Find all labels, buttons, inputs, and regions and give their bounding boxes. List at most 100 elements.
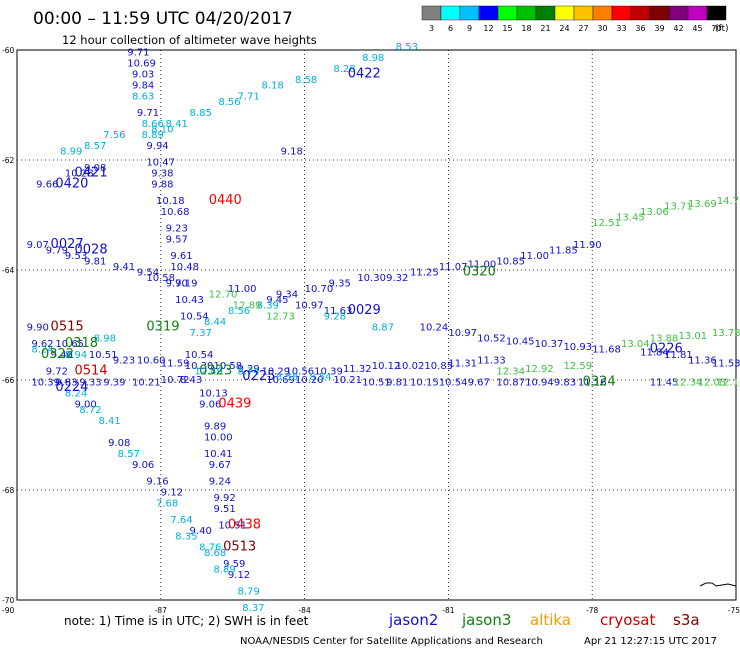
scale-label: 27 <box>578 24 588 33</box>
scale-label: 15 <box>502 24 512 33</box>
y-tick-label: -68 <box>2 486 14 495</box>
scale-swatch <box>592 5 613 21</box>
swh-value-jason2: 9.40 <box>51 350 73 361</box>
swh-value-jason2: 11.45 <box>650 378 679 389</box>
scale-swatch <box>535 5 556 21</box>
swh-value-jason2: 9.66 <box>36 180 58 191</box>
y-tick-label: -60 <box>2 46 14 55</box>
x-tick-label: -84 <box>298 606 310 615</box>
swh-value-jason2: 8.43 <box>180 375 202 386</box>
swh-value-jason2: 10.52 <box>477 334 506 345</box>
swh-value-jason3: 14.75 <box>717 196 740 207</box>
pass-label: 0324 <box>583 375 616 390</box>
swh-value-s3a: 8.68 <box>204 548 226 559</box>
y-tick-label: -70 <box>2 596 14 605</box>
swh-value-jason2: 10.68 <box>161 207 190 218</box>
swh-value-s3a: 12.49 <box>194 367 223 378</box>
swh-value-s3a: 8.54 <box>309 372 331 383</box>
pass-label: 0224 <box>55 380 88 395</box>
swh-value-jason2: 9.81 <box>386 378 408 389</box>
swh-value-s3a: 8.72 <box>79 405 101 416</box>
swh-value-jason2: 10.54 <box>185 350 214 361</box>
swh-value-jason2: 9.38 <box>151 169 173 180</box>
swh-value-jason2: 10.69 <box>266 375 295 386</box>
swh-value-s3a: 8.24 <box>31 345 53 356</box>
scale-swatch <box>573 5 594 21</box>
scale-swatch <box>611 5 632 21</box>
swh-value-jason2: 10.93 <box>563 342 592 353</box>
swh-value-jason2: 10.13 <box>199 389 228 400</box>
swh-value-s3a: 8.24 <box>65 389 87 400</box>
swh-value-jason2: 11.07 <box>439 262 468 273</box>
scale-swatch <box>516 5 537 21</box>
swh-value-s3a: 7.71 <box>237 92 259 103</box>
pass-label: 0027 <box>51 237 84 252</box>
swh-value-jason2: 9.83 <box>55 378 77 389</box>
swh-value-jason2: 9.67 <box>209 460 231 471</box>
scale-swatch <box>497 5 518 21</box>
swh-value-jason2: 9.70 <box>166 279 188 290</box>
scale-label: 33 <box>616 24 626 33</box>
swh-value-jason2: 9.12 <box>228 570 250 581</box>
swh-value-jason2: 9.45 <box>266 295 288 306</box>
swh-value-s3a: 8.87 <box>372 323 394 334</box>
swh-value-jason3: 13.78 <box>712 328 740 339</box>
swh-value-jason3: 13.45 <box>616 213 645 224</box>
swh-value-s3a: 8.41 <box>166 119 188 130</box>
swh-value-jason2: 10.51 <box>89 350 118 361</box>
swh-value-jason2: 11.36 <box>688 356 717 367</box>
swh-value-jason3: 12.89 <box>233 301 262 312</box>
swh-value-jason3: 12.92 <box>525 364 554 375</box>
swh-value-jason2: 10.97 <box>295 301 324 312</box>
axis-tick-labels: -90 -87 -84 -81 -78 -75 -60 -62 -64 -66 -68 -70 <box>2 46 740 615</box>
swh-value-s3a: 8.28 <box>333 64 355 75</box>
swh-value-jason2: 9.08 <box>84 163 106 174</box>
swh-value-jason2: 10.43 <box>175 295 204 306</box>
swh-value-jason2: 11.90 <box>573 240 602 251</box>
swh-value-jason2: 9.53 <box>65 251 87 262</box>
pass-label: 0226 <box>650 342 683 357</box>
scale-swatch <box>459 5 480 21</box>
swh-value-s3a: 8.63 <box>132 92 154 103</box>
swh-value-jason3: 13.88 <box>650 334 679 345</box>
swh-value-jason3: 12.73 <box>266 312 295 323</box>
swh-value-s3a: 8.57 <box>118 449 140 460</box>
swh-value-jason2: 9.29 <box>237 364 259 375</box>
chart-subtitle: 12 hour collection of altimeter wave hei… <box>62 33 317 47</box>
swh-value-jason2: 10.72 <box>161 375 190 386</box>
swh-value-jason2: 10.12 <box>372 361 401 372</box>
swh-value-s3a: 8.57 <box>84 141 106 152</box>
swh-value-jason2: 10.85 <box>424 361 453 372</box>
y-tick-label: -66 <box>2 376 14 385</box>
swh-value-jason2: 10.39 <box>314 367 343 378</box>
swh-value-jason2: 9.94 <box>146 141 168 152</box>
plot-frame <box>16 49 737 601</box>
swh-value-jason3: 12.59 <box>563 361 592 372</box>
swh-value-jason2: 9.03 <box>132 70 154 81</box>
pass-label: 0322 <box>41 347 74 362</box>
swh-value-jason3: 12.34 <box>674 378 703 389</box>
swh-value-jason2: 9.83 <box>554 378 576 389</box>
color-scale-bar: 3 6 9 12 15 18 21 24 27 30 33 36 39 42 45 70 <box>421 5 727 33</box>
x-tick-label: -78 <box>586 606 598 615</box>
swh-value-jason2: 10.28 <box>65 169 94 180</box>
swh-value-jason2: 9.59 <box>223 559 245 570</box>
swh-value-jason3: 12.51 <box>592 218 621 229</box>
scale-swatch <box>687 5 708 21</box>
swh-value-s3a: 8.58 <box>276 372 298 383</box>
pass-label: 0318 <box>65 336 98 351</box>
swh-value-jason2: 10.37 <box>535 339 564 350</box>
swh-value-jason2: 10.87 <box>496 378 525 389</box>
swh-value-jason2: 9.12 <box>161 488 183 499</box>
scale-label: 39 <box>654 24 664 33</box>
swh-value-s3a: 8.85 <box>190 108 212 119</box>
pass-label: 0323 <box>199 364 232 379</box>
swh-value-jason2: 11.31 <box>448 358 477 369</box>
swh-value-jason2: 11.63 <box>324 306 353 317</box>
swh-value-jason2: 10.70 <box>305 284 334 295</box>
swh-value-s3a: 8.76 <box>199 543 221 554</box>
swh-value-jason2: 9.41 <box>113 262 135 273</box>
swh-value-jason2: 10.51 <box>362 378 391 389</box>
swh-value-s3a: 8.89 <box>214 565 236 576</box>
x-tick-label: -75 <box>728 606 740 615</box>
